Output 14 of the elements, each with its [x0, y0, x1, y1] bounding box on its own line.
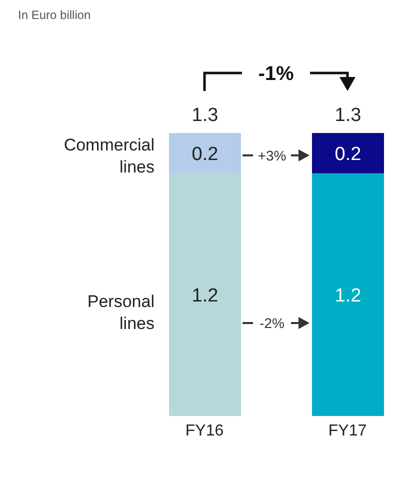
- data-label: 0.2: [334, 144, 362, 166]
- total-label: 1.3: [192, 105, 218, 126]
- data-label: 1.2: [192, 286, 218, 307]
- text: In Euro billion: [18, 8, 91, 22]
- x-tick-label: FY17: [328, 422, 367, 440]
- annotation: -2%: [260, 315, 284, 332]
- annotation: +3%: [258, 147, 286, 164]
- x-tick-label: FY16: [185, 422, 224, 440]
- series-label: Personal lines: [87, 292, 154, 333]
- data-label: 0.2: [192, 144, 218, 166]
- data-label: 1.2: [334, 286, 362, 307]
- text: -1%: [258, 63, 294, 85]
- total-label: 1.3: [334, 105, 362, 126]
- series-label: Commercial lines: [64, 135, 154, 176]
